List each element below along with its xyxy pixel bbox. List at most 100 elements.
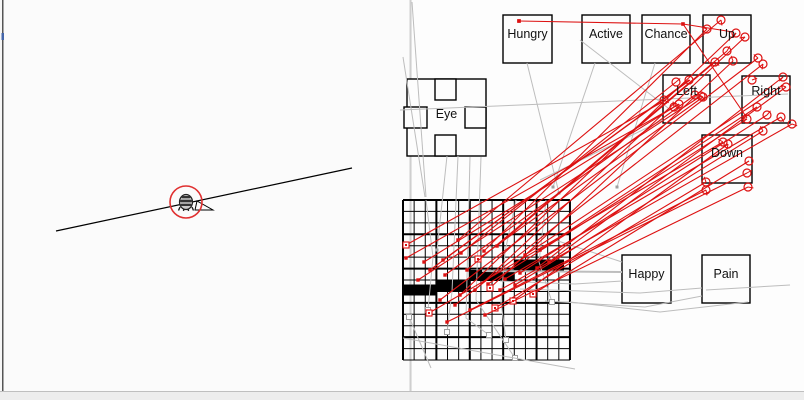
node-box-hungry[interactable] — [502, 14, 553, 64]
link-endpoint — [406, 314, 412, 320]
neural-link-red — [518, 20, 684, 25]
neural-link-red — [504, 116, 782, 280]
node-box-label-right: Right — [751, 84, 781, 98]
neuron-node — [671, 77, 681, 87]
neural-link-red — [484, 186, 749, 316]
neuron-node-tick — [743, 160, 750, 165]
link-endpoint — [456, 238, 460, 242]
neuron-node-tick — [701, 26, 708, 30]
link-endpoint-dot — [489, 287, 491, 289]
neuron-node-tick — [780, 84, 787, 88]
neuron-node — [747, 75, 757, 85]
link-endpoint — [468, 308, 472, 312]
neural-link-red — [429, 79, 690, 271]
selection-circle — [169, 185, 203, 219]
retina-active-cell — [514, 259, 564, 271]
neural-link-gray — [579, 39, 669, 109]
neuron-node — [778, 72, 788, 82]
neural-link-gray — [526, 62, 560, 194]
neural-link-red — [514, 130, 764, 286]
link-endpoint — [435, 248, 439, 252]
link-endpoint-dot — [494, 307, 496, 309]
neural-link-gray — [402, 337, 576, 370]
retina-active-cell — [403, 284, 436, 296]
neuron-node — [710, 57, 720, 67]
node-box-happy[interactable] — [621, 254, 672, 304]
neuron-node-tick — [791, 123, 798, 127]
link-endpoint — [416, 278, 420, 282]
node-box-label-hungry: Hungry — [507, 27, 548, 41]
node-box-label-active: Active — [589, 27, 623, 41]
neural-link-gray — [552, 62, 596, 188]
neuron-node-tick — [780, 116, 785, 123]
brain-view-panel: Hungry Active Chance Up Left Right Down Eye Happ… — [399, 1, 798, 370]
neuron-node-tick — [703, 176, 707, 183]
neural-link-gray — [616, 62, 656, 188]
link-endpoint — [503, 337, 509, 343]
node-box-pain[interactable] — [701, 254, 751, 304]
link-endpoint — [459, 251, 463, 255]
neuron-node — [702, 24, 712, 34]
link-endpoint — [453, 303, 457, 307]
neuron-node-tick — [720, 19, 723, 26]
neuron-node-tick — [779, 76, 784, 82]
neural-link-red — [496, 61, 716, 247]
neural-link-red — [469, 189, 707, 311]
world-view-panel — [55, 167, 353, 232]
neural-link-gray — [436, 155, 448, 251]
neuron-node-tick — [726, 45, 731, 52]
neuron-node — [723, 139, 733, 149]
neuron-node — [722, 46, 732, 56]
neural-link-red — [439, 57, 759, 301]
neuron-node-tick — [705, 189, 708, 196]
link-endpoint — [498, 288, 502, 292]
eye-receptor-square — [464, 106, 487, 129]
neural-link-gray — [402, 56, 426, 198]
eye-receptor-square — [434, 134, 457, 157]
neural-link-gray — [446, 155, 459, 333]
neuron-node — [743, 182, 753, 192]
neuron-node — [744, 156, 754, 166]
neuron-node — [776, 112, 786, 122]
neural-link-gray — [408, 316, 432, 369]
neural-link-red — [454, 63, 764, 306]
creature-sprite[interactable] — [177, 193, 195, 212]
link-endpoint — [513, 283, 517, 287]
node-box-label-pain: Pain — [713, 267, 738, 281]
neuron-node — [684, 75, 694, 85]
neuron-node-tick — [739, 36, 746, 39]
neuron-node — [787, 119, 797, 129]
neuron-node-tick — [751, 77, 758, 81]
neuron-node — [753, 53, 763, 63]
neural-link-gray — [519, 287, 703, 294]
neural-link-red — [466, 50, 728, 271]
neuron-node-tick — [726, 143, 729, 150]
neuron-node-tick — [730, 55, 734, 62]
neuron-node — [742, 168, 752, 178]
link-endpoint — [483, 313, 487, 317]
link-endpoint — [443, 273, 447, 277]
creature-leg-icon — [177, 206, 181, 211]
neuron-node — [752, 102, 762, 112]
neural-link-red — [444, 94, 696, 276]
neuron-node-tick — [747, 186, 754, 189]
node-box-label-happy: Happy — [628, 267, 665, 281]
neuron-node — [731, 28, 741, 38]
neural-link-red — [682, 23, 734, 33]
creature-stripe — [181, 196, 191, 199]
retina-active-cell — [436, 280, 470, 292]
neuron-node — [716, 15, 726, 25]
creature-stripe — [180, 199, 192, 203]
neural-link-red — [483, 28, 708, 252]
neural-link-gray — [500, 199, 517, 341]
neuron-node-tick — [675, 78, 681, 83]
neuron-node-tick — [683, 79, 690, 84]
link-endpoint-dot — [477, 258, 479, 260]
link-endpoint — [535, 266, 539, 270]
neural-link-gray — [481, 270, 623, 273]
neuron-node — [762, 110, 772, 120]
neuron-node-tick — [672, 101, 675, 108]
